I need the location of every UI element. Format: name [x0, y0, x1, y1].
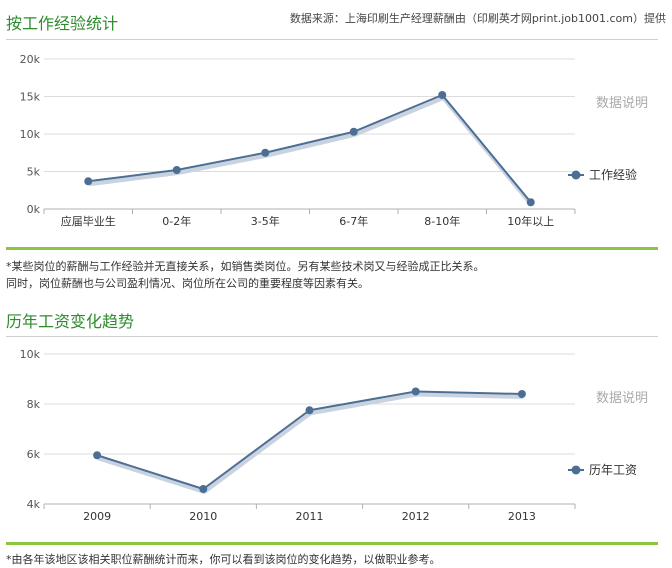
section-title-yearly: 历年工资变化趋势	[6, 312, 135, 331]
legend-marker	[571, 465, 581, 475]
y-tick-label: 6k	[27, 448, 41, 461]
legend-label: 历年工资	[589, 463, 637, 477]
data-explanation-label: 数据说明	[596, 391, 648, 406]
section-title-experience: 按工作经验统计	[6, 14, 119, 33]
x-tick-label: 2010	[189, 510, 217, 523]
data-point	[84, 177, 93, 186]
title-divider	[6, 39, 658, 40]
y-tick-label: 0k	[27, 203, 41, 216]
data-point	[199, 485, 208, 493]
y-tick-label: 8k	[27, 398, 41, 411]
data-point	[349, 127, 358, 136]
experience-note: *某些岗位的薪酬与工作经验并无直接关系，如销售类岗位。另有某些技术岗又与经验成正…	[6, 258, 666, 292]
series-line	[88, 94, 532, 203]
y-tick-label: 10k	[20, 128, 41, 141]
x-tick-label: 3-5年	[251, 214, 280, 228]
x-tick-label: 2011	[296, 510, 324, 523]
section-divider	[6, 247, 658, 250]
experience-note-line-2: 同时，岗位薪酬也与公司盈利情况、岗位所在公司的重要程度等因素有关。	[6, 277, 369, 290]
section-divider	[6, 542, 658, 545]
x-tick-label: 8-10年	[424, 214, 460, 228]
x-tick-label: 2013	[508, 510, 536, 523]
y-tick-label: 20k	[20, 53, 41, 66]
legend-label: 工作经验	[589, 167, 637, 182]
yearly-note: *由各年该地区该相关职位薪酬统计而来，你可以看到该岗位的变化趋势，以做职业参考。	[6, 551, 666, 568]
experience-salary-chart: 20k 15k 10k 5k 0k 应届毕业生 0-2年 3-5年 6-7年 8-10年 10年以上…	[20, 53, 648, 228]
data-point	[438, 91, 447, 99]
y-tick-label: 5k	[27, 166, 41, 179]
data-point	[517, 390, 526, 398]
data-source-text: 数据来源：上海印刷生产经理薪酬由（印刷英才网print.job1001.com）…	[289, 12, 666, 25]
data-point	[93, 451, 102, 460]
y-tick-label: 4k	[27, 498, 41, 511]
x-tick-label: 10年以上	[507, 214, 554, 228]
experience-note-line-1: *某些岗位的薪酬与工作经验并无直接关系，如销售类岗位。另有某些技术岗又与经验成正…	[6, 260, 485, 273]
title-divider	[6, 336, 658, 337]
y-tick-label: 15k	[20, 91, 41, 104]
yearly-salary-chart: 10k 8k 6k 4k 2009 2010 2011 2012 2013 历年工资 数据说明	[20, 348, 648, 523]
series-line	[96, 390, 522, 490]
x-tick-label: 2009	[83, 510, 111, 523]
x-tick-label: 6-7年	[339, 214, 368, 228]
series-shadow	[88, 96, 534, 207]
data-point	[261, 148, 270, 157]
data-point	[526, 198, 535, 207]
data-point	[172, 166, 181, 174]
legend-marker	[571, 170, 581, 180]
y-tick-label: 10k	[20, 348, 41, 361]
x-tick-label: 应届毕业生	[61, 214, 116, 228]
yearly-note-line-1: *由各年该地区该相关职位薪酬统计而来，你可以看到该岗位的变化趋势，以做职业参考。	[6, 553, 441, 566]
x-tick-label: 2012	[402, 510, 430, 523]
x-tick-label: 0-2年	[162, 214, 191, 228]
data-explanation-label: 数据说明	[596, 96, 648, 111]
data-point	[305, 406, 314, 415]
data-point	[411, 387, 420, 396]
